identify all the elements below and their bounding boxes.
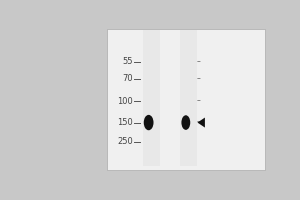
FancyBboxPatch shape: [143, 30, 160, 166]
Text: –: –: [196, 97, 200, 106]
Text: –: –: [196, 57, 200, 66]
Polygon shape: [197, 118, 205, 128]
Text: 55: 55: [122, 57, 133, 66]
Text: –: –: [196, 74, 200, 83]
Text: –: –: [196, 117, 200, 126]
FancyBboxPatch shape: [107, 29, 266, 170]
Ellipse shape: [182, 115, 190, 130]
Text: 150: 150: [117, 118, 133, 127]
FancyBboxPatch shape: [181, 30, 197, 166]
Text: 100: 100: [117, 97, 133, 106]
Text: 250: 250: [117, 137, 133, 146]
Ellipse shape: [144, 115, 154, 130]
Text: 70: 70: [122, 74, 133, 83]
